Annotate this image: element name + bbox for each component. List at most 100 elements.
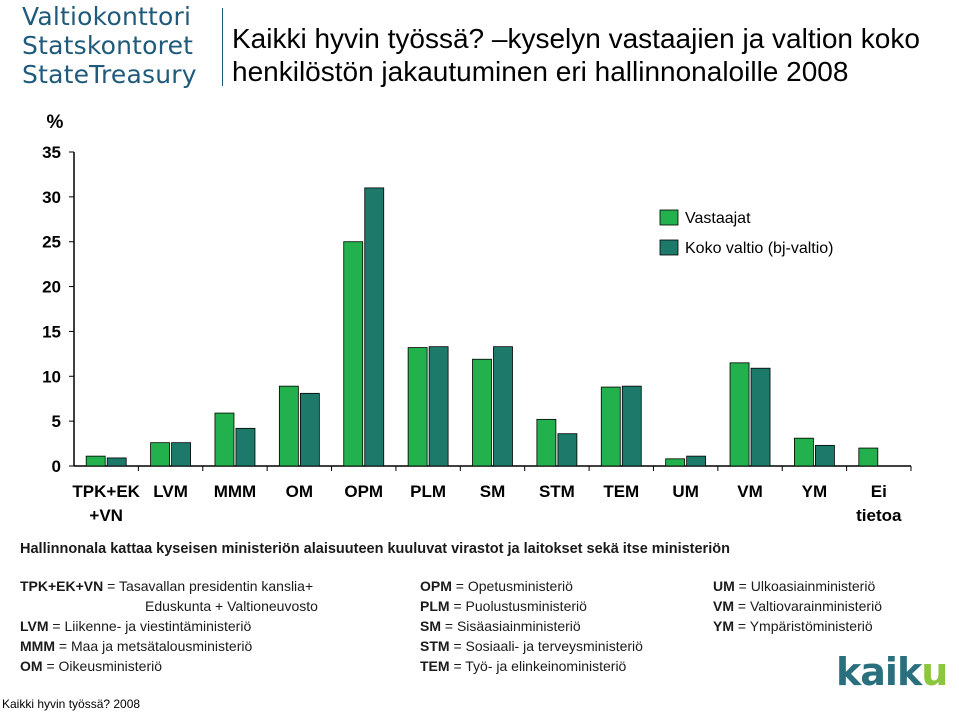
abbreviation-row: TPK+EK+VN = Tasavallan presidentin kansl… <box>20 576 318 596</box>
abbreviation-separator: = <box>734 578 751 594</box>
logo-line-sv: Statskontoret <box>22 31 194 60</box>
abbreviation-row: UM = Ulkoasiainministeriö <box>713 576 882 596</box>
valtiokonttori-logo: Valtiokonttori Statskontoret StateTreasu… <box>22 2 222 89</box>
x-tick-label: UM <box>672 482 698 501</box>
bar-vastaajat <box>858 447 879 467</box>
bar-vastaajat <box>472 358 492 467</box>
abbreviation-text: Tasavallan presidentin kanslia+ <box>118 578 314 594</box>
abbreviation-key: STM <box>420 638 450 654</box>
x-tick-label: OM <box>286 482 313 501</box>
bar-vastaajat <box>407 347 428 467</box>
legend-swatch <box>659 209 679 226</box>
x-tick-label: PLM <box>410 482 446 501</box>
abbreviation-separator: = <box>103 578 119 594</box>
bar-vastaajat <box>794 437 814 467</box>
legend-label: Vastaajat <box>685 210 751 227</box>
abbreviation-text: Sisäasiainministeriö <box>456 618 581 634</box>
abbreviation-key: MMM <box>20 638 55 654</box>
abbreviation-key: OPM <box>420 578 452 594</box>
abbreviation-key: OM <box>20 658 43 674</box>
logo-divider <box>222 8 223 86</box>
kaiku-logo: kaiku <box>836 650 948 694</box>
abbreviation-key: LVM <box>20 618 49 634</box>
abbreviation-text: Ympäristöministeriö <box>749 618 873 634</box>
abbreviation-text: Liikenne- ja viestintäministeriö <box>64 618 252 634</box>
bar-vastaajat <box>278 385 299 467</box>
abbreviation-row: OM = Oikeusministeriö <box>20 656 318 676</box>
abbreviation-row: Eduskunta + Valtioneuvosto <box>20 596 318 616</box>
bar-koko-valtio <box>106 457 127 467</box>
abbreviation-key: VM <box>713 598 734 614</box>
bar-vastaajat <box>214 412 235 467</box>
abbreviation-text: Sosiaali- ja terveysministeriö <box>465 638 643 654</box>
bar-koko-valtio <box>750 367 771 467</box>
abbreviation-separator: = <box>55 638 71 654</box>
footer-note: Kaikki hyvin työssä? 2008 <box>2 697 141 711</box>
bar-koko-valtio <box>428 346 449 467</box>
bar-vastaajat <box>600 386 621 467</box>
abbreviation-separator: = <box>451 578 468 594</box>
abbreviation-text: Oikeusministeriö <box>58 658 163 674</box>
y-tick-label: 25 <box>42 233 61 252</box>
bar-vastaajat <box>85 455 106 467</box>
abbreviation-row: PLM = Puolustusministeriö <box>420 596 643 616</box>
abbreviation-text: Puolustusministeriö <box>465 598 587 614</box>
bar-vastaajat <box>343 241 364 467</box>
abbreviation-key: PLM <box>420 598 450 614</box>
abbreviation-key: UM <box>713 578 735 594</box>
abbreviation-text: Eduskunta + Valtioneuvosto <box>145 598 318 614</box>
bar-vastaajat <box>665 458 686 467</box>
abbreviation-key: TPK+EK+VN <box>20 578 104 594</box>
abbreviation-row: OPM = Opetusministeriö <box>420 576 643 596</box>
abbreviation-text: Opetusministeriö <box>467 578 573 594</box>
legend-label: Koko valtio (bj-valtio) <box>685 240 834 257</box>
x-tick-label: TPK+EK <box>72 482 140 501</box>
abbreviation-row: STM = Sosiaali- ja terveysministeriö <box>420 636 643 656</box>
logo-line-fi: Valtiokonttori <box>22 2 192 31</box>
x-tick-label: STM <box>539 482 575 501</box>
y-tick-label: 10 <box>42 367 61 386</box>
bar-koko-valtio <box>493 346 513 467</box>
abbreviation-text: Työ- ja elinkeinoministeriö <box>465 658 627 674</box>
bar-koko-valtio <box>686 455 707 467</box>
logo-line-en: StateTreasury <box>22 60 197 89</box>
abbreviation-separator: = <box>449 638 466 654</box>
bar-vastaajat <box>536 418 557 467</box>
x-tick-label: OPM <box>344 482 383 501</box>
y-tick-label: 15 <box>42 322 61 341</box>
abbreviation-row: LVM = Liikenne- ja viestintäministeriö <box>20 616 318 636</box>
y-tick-label: 20 <box>42 278 61 297</box>
y-tick-label: 30 <box>42 188 61 207</box>
x-tick-label: +VN <box>89 506 123 525</box>
abbreviation-key: TEM <box>420 658 450 674</box>
abbreviation-separator: = <box>449 658 466 674</box>
abbreviation-row: MMM = Maa ja metsätalousministeriö <box>20 636 318 656</box>
bar-koko-valtio <box>235 427 256 467</box>
abbreviation-text: Maa ja metsätalousministeriö <box>70 638 253 654</box>
bar-koko-valtio <box>557 433 578 467</box>
x-tick-label: SM <box>480 482 506 501</box>
kaiku-logo-accent: u <box>921 650 948 694</box>
abbreviation-separator: = <box>42 658 59 674</box>
abbreviation-separator: = <box>734 618 750 634</box>
kaiku-logo-main: kaik <box>836 650 922 694</box>
x-tick-label: LVM <box>153 482 188 501</box>
abbreviation-text: Ulkoasiainministeriö <box>750 578 876 594</box>
bar-koko-valtio <box>299 392 320 467</box>
abbreviation-separator: = <box>734 598 750 614</box>
abbreviation-text: Valtiovarainministeriö <box>749 598 882 614</box>
legend-swatch <box>659 239 679 256</box>
abbreviation-separator: = <box>449 598 466 614</box>
x-tick-label: MMM <box>214 482 256 501</box>
x-tick-label: YM <box>802 482 828 501</box>
abbreviation-row: YM = Ympäristöministeriö <box>713 616 882 636</box>
page-title: Kaikki hyvin työssä? –kyselyn vastaajien… <box>232 23 920 87</box>
bar-vastaajat <box>150 442 170 467</box>
y-tick-label: 5 <box>52 412 61 431</box>
bar-koko-valtio <box>171 442 191 467</box>
abbreviation-key: YM <box>713 618 734 634</box>
y-tick-label: 0 <box>52 457 61 476</box>
chart-description: Hallinnonala kattaa kyseisen ministeriön… <box>20 541 730 557</box>
y-tick-label: 35 <box>42 143 61 162</box>
abbreviation-row: SM = Sisäasiainministeriö <box>420 616 643 636</box>
